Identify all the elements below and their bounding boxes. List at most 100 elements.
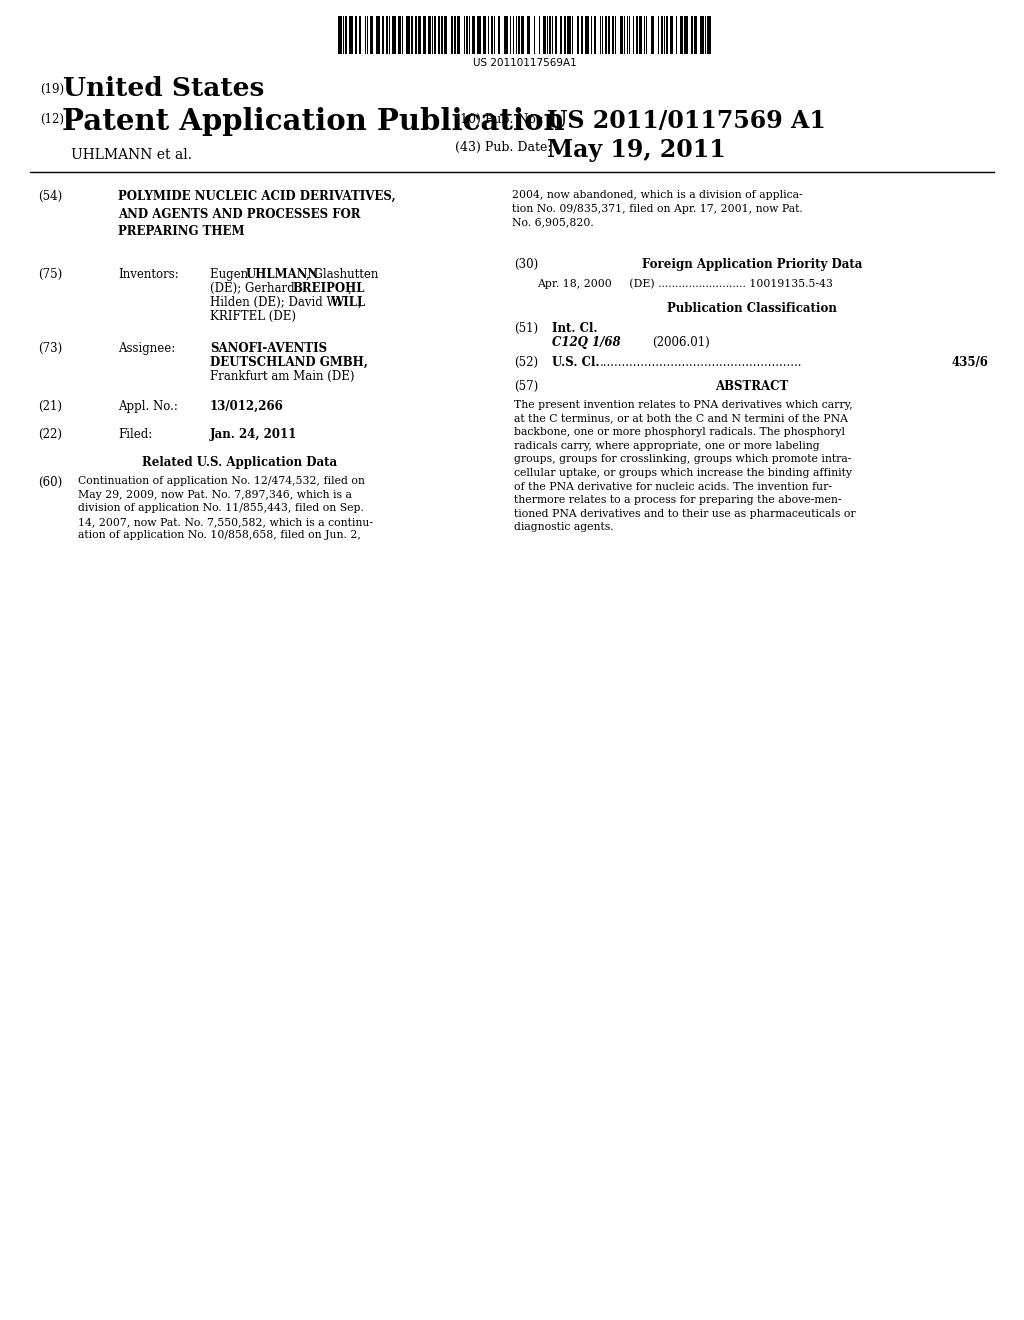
Bar [608, 16, 610, 54]
Bar [700, 16, 705, 54]
Bar [454, 16, 456, 54]
Text: United States: United States [63, 77, 264, 102]
Bar [680, 16, 683, 54]
Text: (19): (19) [40, 83, 65, 96]
Text: (51): (51) [514, 322, 539, 335]
Bar [521, 16, 524, 54]
Text: (75): (75) [38, 268, 62, 281]
Text: 435/6: 435/6 [952, 356, 989, 370]
Text: (60): (60) [38, 477, 62, 488]
Text: Apr. 18, 2000     (DE) .......................... 10019135.5-43: Apr. 18, 2000 (DE) .....................… [537, 279, 833, 289]
Bar [567, 16, 571, 54]
Bar [438, 16, 440, 54]
Bar [620, 16, 623, 54]
Bar [386, 16, 388, 54]
Bar [457, 16, 460, 54]
Text: Filed:: Filed: [118, 428, 153, 441]
Bar [444, 16, 447, 54]
Text: , Glashutten: , Glashutten [306, 268, 379, 281]
Bar [411, 16, 413, 54]
Text: (2006.01): (2006.01) [652, 337, 710, 348]
Text: (30): (30) [514, 257, 539, 271]
Bar [605, 16, 607, 54]
Text: US 20110117569A1: US 20110117569A1 [473, 58, 577, 69]
Bar [585, 16, 589, 54]
Text: ,: , [348, 282, 352, 294]
Bar [477, 16, 481, 54]
Bar [639, 16, 642, 54]
Bar [349, 16, 353, 54]
Bar [451, 16, 453, 54]
Bar [398, 16, 401, 54]
Bar [694, 16, 697, 54]
Text: Continuation of application No. 12/474,532, filed on
May 29, 2009, now Pat. No. : Continuation of application No. 12/474,5… [78, 477, 373, 540]
Bar [490, 16, 493, 54]
Text: (54): (54) [38, 190, 62, 203]
Bar [472, 16, 475, 54]
Bar [581, 16, 583, 54]
Bar [418, 16, 421, 54]
Bar [370, 16, 373, 54]
Bar [376, 16, 380, 54]
Bar [555, 16, 557, 54]
Text: ,: , [358, 296, 361, 309]
Text: U.S. Cl.: U.S. Cl. [552, 356, 599, 370]
Bar [441, 16, 443, 54]
Text: US 2011/0117569 A1: US 2011/0117569 A1 [547, 110, 826, 133]
Bar [428, 16, 431, 54]
Text: Eugen: Eugen [210, 268, 252, 281]
Text: (57): (57) [514, 380, 539, 393]
Text: C12Q 1/68: C12Q 1/68 [552, 337, 621, 348]
Text: 13/012,266: 13/012,266 [210, 400, 284, 413]
Text: UHLMANN: UHLMANN [246, 268, 319, 281]
Bar [549, 16, 551, 54]
Text: (DE); Gerhard: (DE); Gerhard [210, 282, 298, 294]
Bar [466, 16, 468, 54]
Text: Jan. 24, 2011: Jan. 24, 2011 [210, 428, 297, 441]
Bar [651, 16, 654, 54]
Text: Related U.S. Application Data: Related U.S. Application Data [142, 455, 338, 469]
Bar [392, 16, 396, 54]
Text: 2004, now abandoned, which is a division of applica-
tion No. 09/835,371, filed : 2004, now abandoned, which is a division… [512, 190, 803, 227]
Bar [504, 16, 508, 54]
Bar [684, 16, 688, 54]
Bar [636, 16, 638, 54]
Text: BREIPOHL: BREIPOHL [292, 282, 365, 294]
Text: May 19, 2011: May 19, 2011 [547, 139, 726, 162]
Text: The present invention relates to PNA derivatives which carry,
at the C terminus,: The present invention relates to PNA der… [514, 400, 856, 532]
Text: Foreign Application Priority Data: Foreign Application Priority Data [642, 257, 862, 271]
Text: (52): (52) [514, 356, 539, 370]
Text: UHLMANN et al.: UHLMANN et al. [71, 148, 193, 162]
Bar [423, 16, 426, 54]
Bar [483, 16, 486, 54]
Bar [662, 16, 663, 54]
Text: (22): (22) [38, 428, 62, 441]
Bar [345, 16, 347, 54]
Bar [406, 16, 410, 54]
Text: Hilden (DE); David W.: Hilden (DE); David W. [210, 296, 344, 309]
Text: DEUTSCHLAND GMBH,: DEUTSCHLAND GMBH, [210, 356, 368, 370]
Bar [666, 16, 668, 54]
Bar [594, 16, 596, 54]
Text: Publication Classification: Publication Classification [667, 302, 837, 315]
Text: ......................................................: ........................................… [600, 356, 803, 370]
Bar [691, 16, 693, 54]
Bar [577, 16, 579, 54]
Text: KRIFTEL (DE): KRIFTEL (DE) [210, 310, 296, 323]
Bar [670, 16, 673, 54]
Text: POLYMIDE NUCLEIC ACID DERIVATIVES,
AND AGENTS AND PROCESSES FOR
PREPARING THEM: POLYMIDE NUCLEIC ACID DERIVATIVES, AND A… [118, 190, 395, 238]
Text: (12): (12) [40, 114, 63, 125]
Text: Appl. No.:: Appl. No.: [118, 400, 178, 413]
Bar [612, 16, 614, 54]
Bar [355, 16, 357, 54]
Text: (10) Pub. No.:: (10) Pub. No.: [455, 114, 544, 125]
Bar [707, 16, 711, 54]
Text: Patent Application Publication: Patent Application Publication [62, 107, 564, 136]
Text: Frankfurt am Main (DE): Frankfurt am Main (DE) [210, 370, 354, 383]
Bar [415, 16, 417, 54]
Bar [543, 16, 546, 54]
Text: (21): (21) [38, 400, 62, 413]
Text: Inventors:: Inventors: [118, 268, 179, 281]
Text: Int. Cl.: Int. Cl. [552, 322, 597, 335]
Text: ABSTRACT: ABSTRACT [716, 380, 788, 393]
